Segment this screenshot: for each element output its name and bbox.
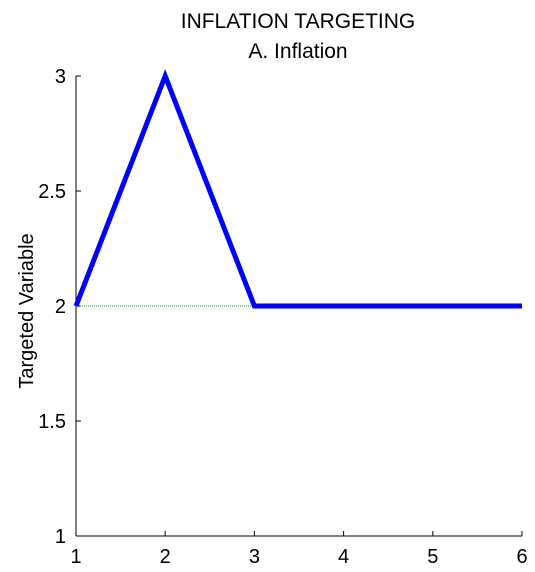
x-tick-label: 5 <box>427 546 438 568</box>
y-axis-label: Targeted Variable <box>16 233 38 388</box>
y-tick-label: 3 <box>55 66 66 88</box>
x-tick-label: 4 <box>338 546 349 568</box>
x-tick-label: 3 <box>249 546 260 568</box>
x-tick-label: 6 <box>516 546 527 568</box>
x-tick-label: 1 <box>70 546 81 568</box>
y-tick-label: 1 <box>55 526 66 548</box>
chart-title: INFLATION TARGETING <box>181 10 416 33</box>
y-axis-ticks: 1 1.5 2 2.5 3 <box>38 66 81 548</box>
y-tick-label: 2 <box>55 296 66 318</box>
x-tick-label: 2 <box>160 546 171 568</box>
inflation-series-line <box>73 69 522 309</box>
x-axis-ticks: 1 2 3 4 5 6 <box>70 531 528 568</box>
y-tick-label: 2.5 <box>38 181 66 203</box>
y-tick-label: 1.5 <box>38 411 66 433</box>
chart-subtitle: A. Inflation <box>248 40 347 63</box>
plot-series <box>73 69 522 309</box>
